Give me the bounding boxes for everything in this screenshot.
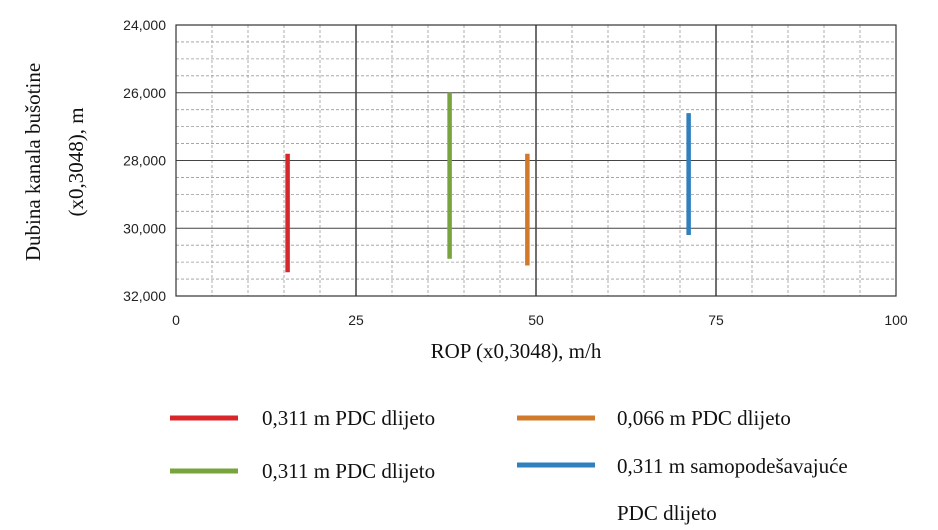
y-tick-labels: 24,000 26,000 28,000 30,000 32,000 (123, 17, 166, 304)
y-tick-label: 28,000 (123, 153, 166, 169)
y-tick-label: 30,000 (123, 220, 166, 236)
x-axis-title: ROP (x0,3048), m/h (431, 339, 602, 363)
x-tick-label: 0 (172, 312, 180, 328)
y-tick-label: 24,000 (123, 17, 166, 33)
x-tick-labels: 0 25 50 75 100 (172, 312, 908, 328)
y-axis-title-line1: Dubina kanala bušotine (21, 63, 45, 261)
legend-label-green: 0,311 m PDC dlijeto (262, 459, 435, 483)
y-axis-title-line2: (x0,3048), m (64, 107, 88, 216)
legend-label-red: 0,311 m PDC dlijeto (262, 406, 435, 430)
legend: 0,311 m PDC dlijeto 0,066 m PDC dlijeto … (170, 406, 848, 525)
legend-label-orange: 0,066 m PDC dlijeto (617, 406, 791, 430)
x-tick-label: 100 (884, 312, 908, 328)
x-tick-label: 25 (348, 312, 364, 328)
x-tick-label: 50 (528, 312, 544, 328)
x-tick-label: 75 (708, 312, 724, 328)
legend-label-blue: 0,311 m samopodešavajuće (617, 454, 848, 478)
legend-label-blue-line2: PDC dlijeto (617, 501, 717, 525)
y-tick-label: 26,000 (123, 85, 166, 101)
y-tick-label: 32,000 (123, 288, 166, 304)
